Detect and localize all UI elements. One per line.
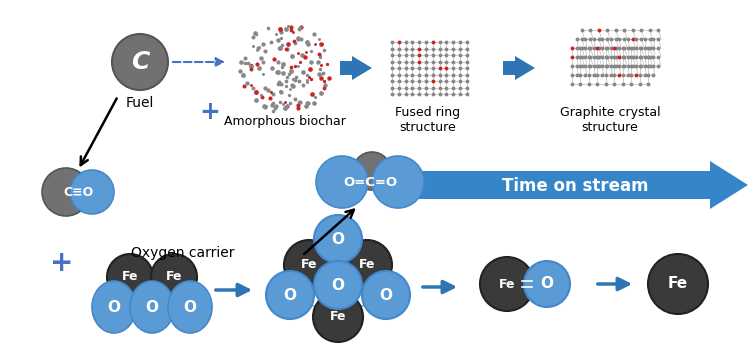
Text: Fe: Fe [330,310,346,323]
Text: Graphite crystal
structure: Graphite crystal structure [559,106,660,134]
Circle shape [316,156,368,208]
Text: O=C=O: O=C=O [343,175,397,189]
Text: Fused ring
structure: Fused ring structure [395,106,461,134]
Circle shape [480,257,534,311]
Circle shape [362,271,410,319]
Text: Time on stream: Time on stream [501,177,648,195]
Text: Amorphous biochar: Amorphous biochar [224,116,346,128]
Text: Fe: Fe [358,259,375,272]
Text: O: O [283,287,297,302]
Text: Fe: Fe [166,271,182,284]
Text: +: + [50,249,74,277]
Text: Fe: Fe [668,276,688,292]
Circle shape [266,271,314,319]
Circle shape [353,152,391,190]
Circle shape [112,34,168,90]
Text: O: O [541,276,553,292]
Circle shape [524,261,570,307]
Text: O: O [145,300,158,315]
Circle shape [313,292,363,342]
Text: O: O [380,287,392,302]
Text: O: O [331,278,345,293]
Circle shape [342,240,392,290]
Circle shape [42,168,90,216]
Text: Fe: Fe [498,278,515,290]
Text: C≡O: C≡O [64,186,94,198]
Ellipse shape [92,281,136,333]
Circle shape [284,240,334,290]
Polygon shape [503,56,535,80]
Circle shape [107,254,153,300]
Text: +: + [200,100,221,124]
Text: Oxygen carrier: Oxygen carrier [131,246,235,260]
Text: Fuel: Fuel [126,96,154,110]
FancyArrowPatch shape [172,58,223,65]
Polygon shape [340,56,372,80]
FancyArrowPatch shape [422,281,453,293]
Polygon shape [415,161,748,209]
Ellipse shape [168,281,212,333]
FancyArrowPatch shape [598,279,628,289]
Circle shape [648,254,708,314]
Text: Fe: Fe [300,259,317,272]
Text: O: O [331,231,345,246]
Circle shape [314,261,362,309]
Text: O: O [108,300,120,315]
Circle shape [314,215,362,263]
FancyArrowPatch shape [216,285,248,295]
Text: Fe: Fe [122,271,139,284]
Text: O: O [184,300,197,315]
Ellipse shape [130,281,174,333]
Circle shape [372,156,424,208]
Circle shape [151,254,197,300]
Text: C: C [131,50,149,74]
Circle shape [70,170,114,214]
